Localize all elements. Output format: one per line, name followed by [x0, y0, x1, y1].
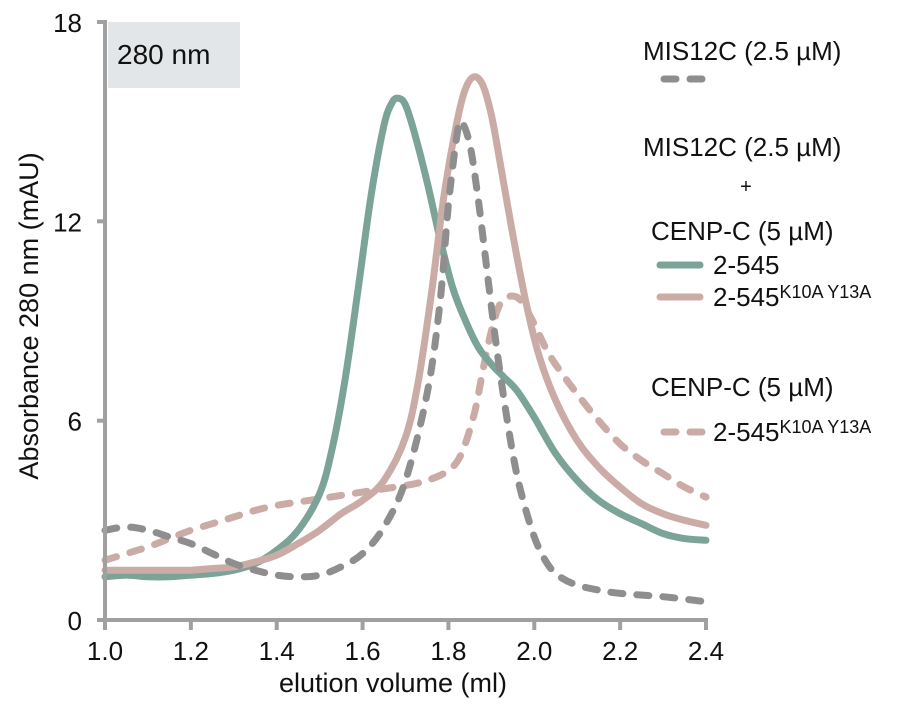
x-tick-label: 1.8: [430, 636, 466, 666]
wavelength-badge-background: [108, 22, 240, 88]
wavelength-badge: 280 nm: [108, 22, 240, 88]
x-axis-title: elution volume (ml): [279, 668, 507, 698]
legend-label-cenpc-mut-base: 2-545: [713, 417, 780, 447]
legend-group2-title-line2: CENP-C (5 µM): [651, 216, 834, 246]
series-line-mis12c-cenpc-mut: [101, 73, 710, 574]
series-line-mis12c-cenpc-wt: [101, 94, 710, 581]
legend-group3-title: CENP-C (5 µM): [651, 372, 834, 402]
series-layer: [101, 73, 710, 606]
wavelength-badge-label: 280 nm: [117, 39, 210, 70]
x-tick-label: 2.0: [516, 636, 552, 666]
series-line-mis12c: [101, 117, 710, 606]
y-ticks: 0 6 12 18: [53, 8, 105, 636]
legend-label-mis12c-cenpc-mut-superscript: K10A Y13A: [780, 282, 872, 302]
legend-group2-plus: +: [740, 176, 752, 198]
legend-label-cenpc-mut: 2-545K10A Y13A: [713, 417, 871, 447]
x-tick-label: 1.6: [344, 636, 380, 666]
x-tick-label: 1.0: [87, 636, 123, 666]
legend-label-mis12c-cenpc-wt: 2-545: [713, 250, 780, 280]
legend: MIS12C (2.5 µM) MIS12C (2.5 µM) + CENP-C…: [643, 36, 871, 447]
axes: 0 6 12 18 1.0 1.2 1.4 1.6 1.8 2.0 2.2 2.4: [53, 8, 724, 666]
y-axis-title: Absorbance 280 nm (mAU): [14, 152, 44, 479]
legend-group1-title: MIS12C (2.5 µM): [643, 36, 841, 66]
legend-label-mis12c-cenpc-mut: 2-545K10A Y13A: [713, 282, 871, 312]
x-tick-label: 1.4: [259, 636, 295, 666]
y-tick-label: 12: [53, 207, 82, 237]
legend-label-mis12c-cenpc-mut-base: 2-545: [713, 282, 780, 312]
x-tick-label: 1.2: [173, 636, 209, 666]
x-tick-label: 2.2: [602, 636, 638, 666]
series-line-cenpc-mut: [101, 292, 710, 564]
y-tick-label: 6: [68, 407, 82, 437]
x-ticks: 1.0 1.2 1.4 1.6 1.8 2.0 2.2 2.4: [87, 620, 724, 666]
x-tick-label: 2.4: [688, 636, 724, 666]
y-tick-label: 0: [68, 606, 82, 636]
legend-group2-title-line1: MIS12C (2.5 µM): [643, 132, 841, 162]
y-tick-label: 18: [53, 8, 82, 38]
legend-label-cenpc-mut-superscript: K10A Y13A: [780, 417, 872, 437]
